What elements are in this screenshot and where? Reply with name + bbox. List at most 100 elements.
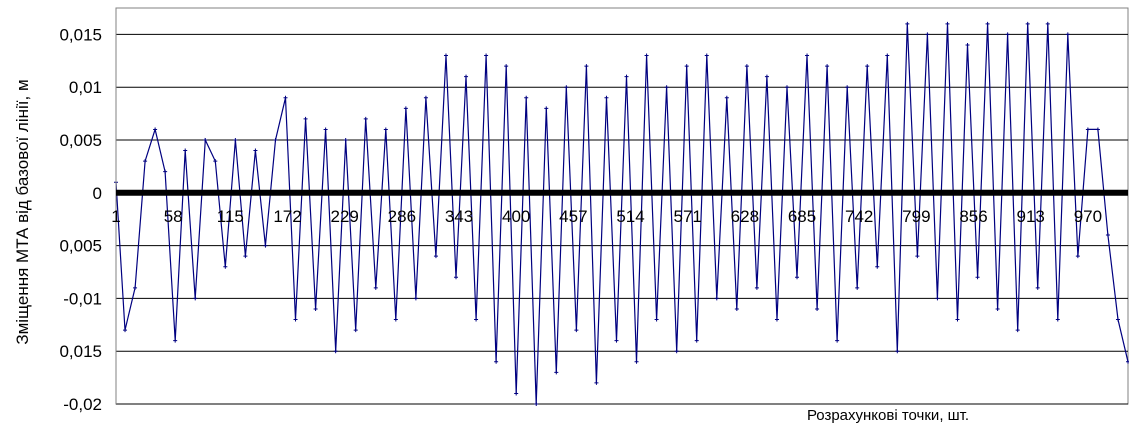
data-point [223,264,228,269]
data-point [514,391,519,396]
data-point [975,275,980,280]
data-point [574,328,579,333]
data-point [484,53,489,58]
data-point [163,169,168,174]
data-point [293,317,298,322]
data-point [805,53,810,58]
x-tick-label: 742 [845,207,873,226]
data-point [654,317,659,322]
data-point [1045,21,1050,26]
data-point [203,138,208,142]
data-point [855,285,860,290]
data-point [353,328,358,333]
data-point [995,306,1000,311]
data-point [243,254,248,259]
plot-area [114,21,1129,406]
y-tick-label: 0,015 [59,342,102,361]
data-point [504,64,509,69]
y-tick-label: 0,005 [59,131,102,150]
data-point [173,338,178,343]
data-point [1035,285,1040,290]
data-point [925,32,930,37]
data-point [494,359,499,364]
x-tick-label: 856 [959,207,987,226]
data-point [875,264,880,269]
data-point [594,380,599,385]
data-point [1055,317,1060,322]
data-point [423,95,428,100]
data-point [885,53,890,58]
data-point [1075,254,1080,259]
x-tick-label: 58 [164,207,183,226]
data-point [554,370,559,375]
data-point [393,317,398,322]
x-tick-label: 115 [217,207,244,226]
x-tick-label: 286 [388,207,416,226]
x-tick-label: 799 [902,207,930,226]
gridlines [115,7,1129,405]
data-point [1126,359,1129,364]
x-tick-label: 970 [1074,207,1102,226]
y-tick-label: 0 [93,184,102,203]
data-point [644,53,649,58]
x-tick-label: 571 [674,207,702,226]
data-point [313,306,318,311]
data-point [263,243,268,248]
data-point [845,85,850,90]
x-tick-label: 1 [111,207,120,226]
data-point [584,64,589,69]
data-point [714,296,719,301]
data-point [454,275,459,280]
data-point [915,254,920,259]
x-tick-label: 514 [616,207,644,226]
data-point [343,138,348,142]
data-point [825,64,830,69]
data-point [895,349,900,354]
data-point [704,53,709,58]
data-point [694,338,699,343]
data-point [774,317,779,322]
data-point [123,328,128,333]
data-point [433,254,438,259]
data-point [815,306,820,311]
data-point [133,285,138,290]
x-axis-label: Розрахункові точки, шт. [807,407,969,424]
data-point [373,285,378,290]
data-point [905,21,910,26]
data-point [945,21,950,26]
data-point [193,296,198,301]
data-point [183,148,188,153]
data-point [734,306,739,311]
data-point [474,317,479,322]
y-tick-label: -0,02 [63,395,102,414]
data-point [363,116,368,121]
data-point [965,42,970,47]
data-point [1015,328,1020,333]
data-point [604,95,609,100]
x-tick-label: 229 [330,207,358,226]
data-point [443,53,448,58]
x-tick-label: 343 [445,207,473,226]
y-tick-label: 0,01 [69,78,102,97]
data-point [744,64,749,69]
data-point [795,275,800,280]
data-point [724,95,729,100]
data-point [153,127,158,132]
axes: 0,015 0,01 0,005 0 0,005 -0,01 0,015 -0,02 1 58 11… [59,8,1128,414]
data-point [323,127,328,132]
data-point [413,296,418,301]
x-tick-label: 685 [788,207,816,226]
data-point [273,138,278,142]
x-tick-label: 172 [273,207,301,226]
data-point [283,95,288,100]
data-point [464,74,469,79]
data-point [614,338,619,343]
data-point [624,74,629,79]
data-series-line [115,23,1129,405]
data-point [684,64,689,69]
y-tick-label: 0,005 [59,237,102,256]
data-point [143,159,148,164]
data-point [784,85,789,90]
